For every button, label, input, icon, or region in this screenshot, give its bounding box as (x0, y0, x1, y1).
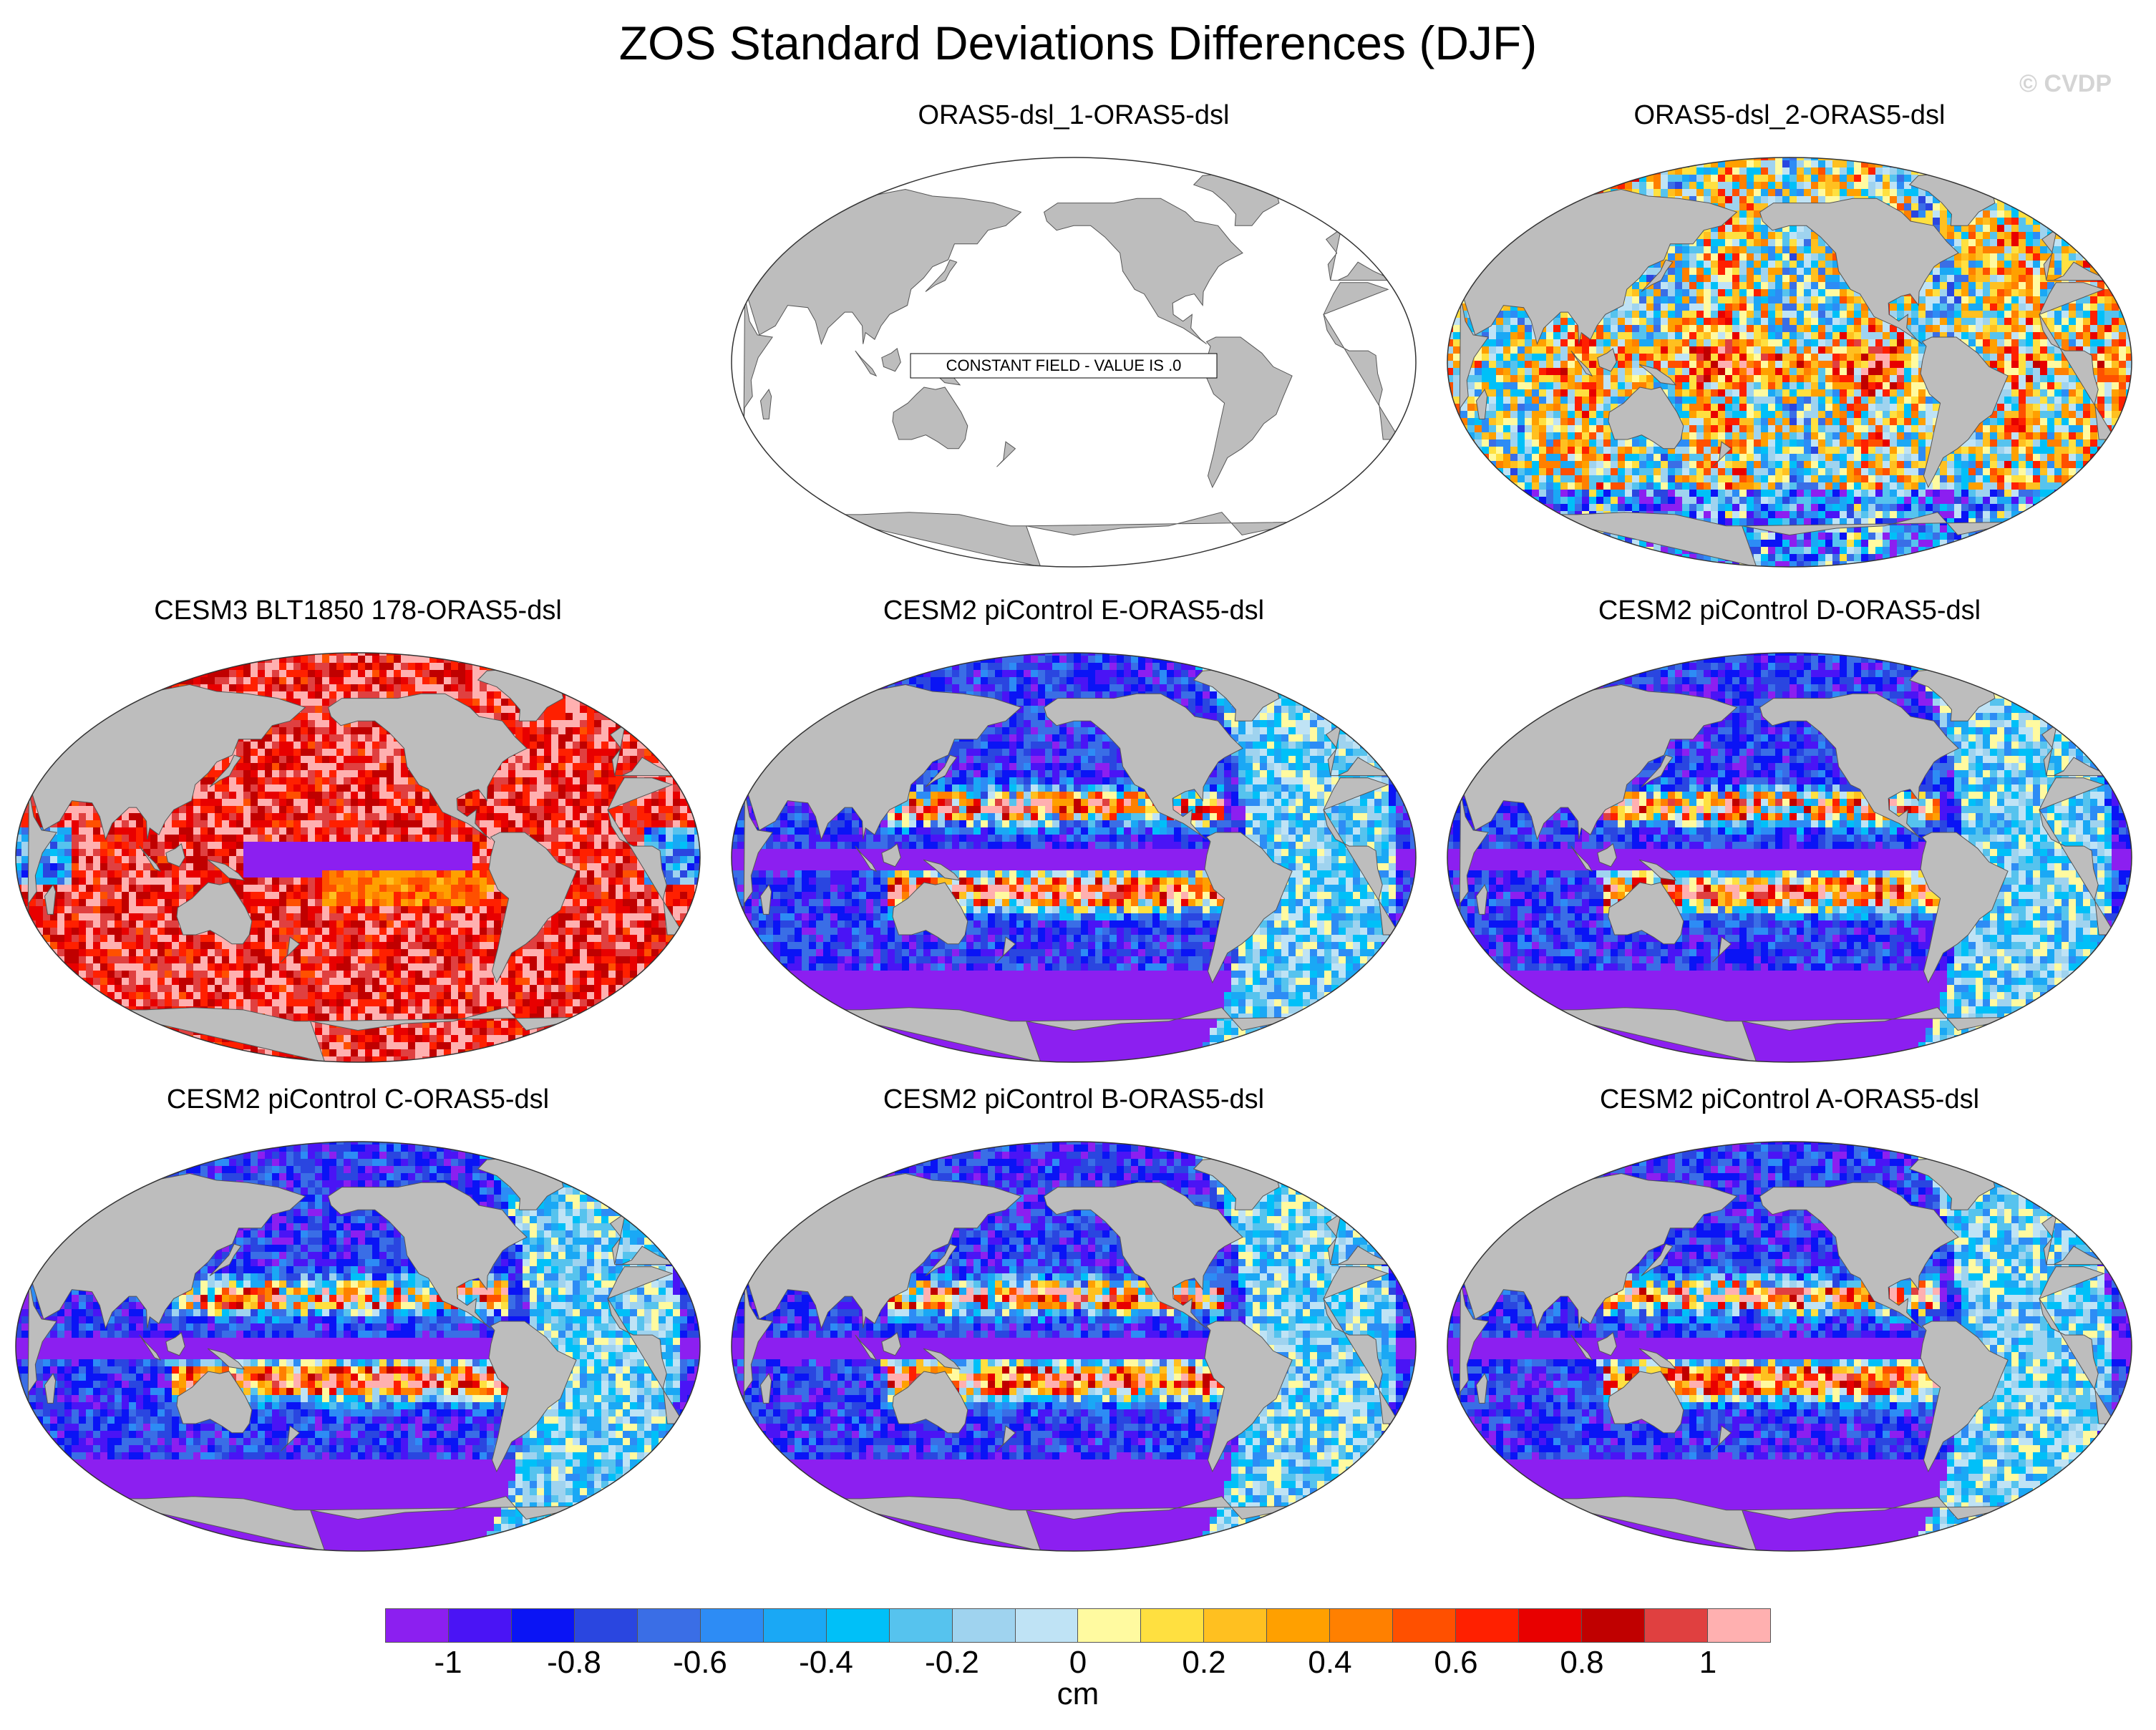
world-map (731, 1141, 1417, 1552)
map-panel-cesm2-picontrol-e: CESM2 piControl E-ORAS5-dsl (723, 596, 1424, 1068)
colorbar-tick-label: 0.2 (1182, 1645, 1225, 1681)
world-map (1447, 157, 2132, 568)
colorbar-swatch (889, 1609, 953, 1642)
panel-title: CESM2 piControl B-ORAS5-dsl (723, 1084, 1424, 1115)
world-map (1447, 652, 2132, 1063)
map-border (731, 652, 1417, 1063)
colorbar-swatch (700, 1609, 764, 1642)
panel-title: CESM3 BLT1850 178-ORAS5-dsl (7, 596, 709, 626)
colorbar (385, 1608, 1771, 1643)
land-mass (1459, 668, 2117, 1062)
credit-watermark: © CVDP (2019, 70, 2112, 98)
colorbar-swatch (1582, 1609, 1646, 1642)
colorbar-tick-label: 0.6 (1434, 1645, 1477, 1681)
map-panel-cesm3-blt1850: CESM3 BLT1850 178-ORAS5-dsl (7, 596, 709, 1068)
map-border (1447, 1141, 2132, 1552)
colorbar-swatch (1141, 1609, 1205, 1642)
panel-title: CESM2 piControl E-ORAS5-dsl (723, 596, 1424, 626)
colorbar-tick-label: -0.6 (673, 1645, 727, 1681)
colorbar-swatch (1393, 1609, 1457, 1642)
land-mass (27, 668, 685, 1062)
world-map: CONSTANT FIELD - VALUE IS .0 (731, 157, 1417, 568)
colorbar-swatch (952, 1609, 1016, 1642)
constant-field-annotation: CONSTANT FIELD - VALUE IS .0 (910, 353, 1218, 379)
colorbar-labels: -1 -0.8 -0.6 -0.4 -0.2 0 0.2 0.4 0.6 0.8 1 (385, 1645, 1771, 1688)
map-panel-cesm2-picontrol-c: CESM2 piControl C-ORAS5-dsl (7, 1084, 709, 1557)
colorbar-tick-label: -0.2 (925, 1645, 979, 1681)
colorbar-unit: cm (0, 1676, 2156, 1712)
colorbar-tick-label: 0.4 (1308, 1645, 1351, 1681)
annotation-text: CONSTANT FIELD - VALUE IS .0 (946, 356, 1182, 374)
world-map (1447, 1141, 2132, 1552)
colorbar-swatch (826, 1609, 890, 1642)
map-border (1447, 652, 2132, 1063)
map-border (15, 1141, 701, 1552)
colorbar-swatch (1330, 1609, 1394, 1642)
world-map (15, 652, 701, 1063)
map-border (731, 1141, 1417, 1552)
map-panel-oras5-dsl-2: ORAS5-dsl_2-ORAS5-dsl (1439, 100, 2140, 573)
colorbar-swatch (448, 1609, 512, 1642)
map-panel-cesm2-picontrol-d: CESM2 piControl D-ORAS5-dsl (1439, 596, 2140, 1068)
map-border (731, 157, 1417, 568)
colorbar-tick-label: 1 (1699, 1645, 1716, 1681)
map-panel-oras5-dsl-1: ORAS5-dsl_1-ORAS5-dsl CONSTANT FIELD - V… (723, 100, 1424, 573)
panel-title: CESM2 piControl A-ORAS5-dsl (1439, 1084, 2140, 1115)
panel-title: ORAS5-dsl_2-ORAS5-dsl (1439, 100, 2140, 131)
colorbar-swatch (1078, 1609, 1142, 1642)
map-panel-cesm2-picontrol-b: CESM2 piControl B-ORAS5-dsl (723, 1084, 1424, 1557)
world-map (731, 652, 1417, 1063)
figure-title: ZOS Standard Deviations Differences (DJF… (0, 16, 2156, 70)
colorbar-swatch (1456, 1609, 1520, 1642)
colorbar-tick-label: -0.8 (547, 1645, 601, 1681)
colorbar-swatch (386, 1609, 449, 1642)
map-panel-cesm2-picontrol-a: CESM2 piControl A-ORAS5-dsl (1439, 1084, 2140, 1557)
world-map (15, 1141, 701, 1552)
colorbar-tick-label: -0.4 (799, 1645, 853, 1681)
colorbar-swatch (1519, 1609, 1583, 1642)
colorbar-swatch (637, 1609, 701, 1642)
panel-title: CESM2 piControl C-ORAS5-dsl (7, 1084, 709, 1115)
colorbar-swatch (1645, 1609, 1709, 1642)
colorbar-swatch (1267, 1609, 1331, 1642)
map-border (1447, 157, 2132, 568)
colorbar-swatch (511, 1609, 575, 1642)
colorbar-tick-label: 0 (1069, 1645, 1087, 1681)
map-border (15, 652, 701, 1063)
panel-title: CESM2 piControl D-ORAS5-dsl (1439, 596, 2140, 626)
colorbar-swatch (574, 1609, 638, 1642)
panel-title: ORAS5-dsl_1-ORAS5-dsl (723, 100, 1424, 131)
colorbar-tick-label: -1 (434, 1645, 462, 1681)
colorbar-swatch (763, 1609, 827, 1642)
colorbar-swatch (1708, 1609, 1770, 1642)
colorbar-tick-label: 0.8 (1560, 1645, 1603, 1681)
colorbar-swatch (1015, 1609, 1079, 1642)
colorbar-swatch (1204, 1609, 1268, 1642)
